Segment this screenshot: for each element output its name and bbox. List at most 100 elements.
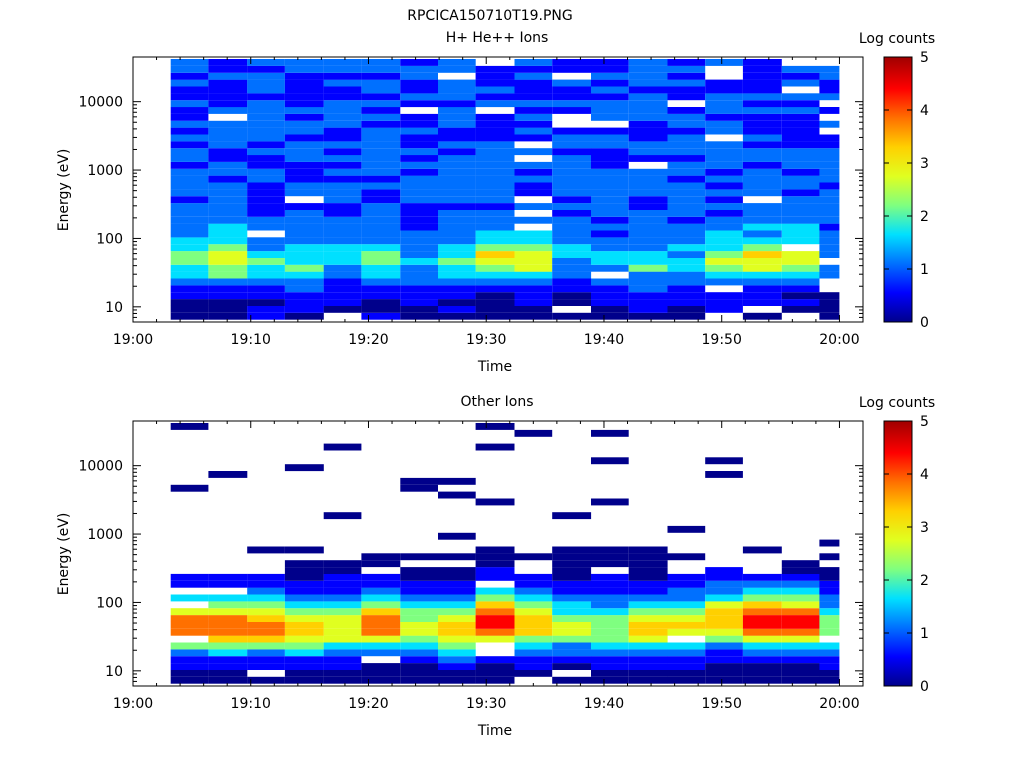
heatmap-cell: [247, 189, 285, 197]
heatmap-cell: [400, 182, 438, 190]
heatmap-cell: [628, 189, 668, 197]
heatmap-cell: [667, 161, 706, 169]
heatmap-cell: [705, 457, 743, 465]
heatmap-cell: [400, 477, 438, 485]
heatmap-cell: [361, 141, 401, 149]
heatmap-cell: [514, 237, 553, 245]
heatmap-cell: [400, 237, 438, 245]
heatmap-cell: [400, 292, 438, 300]
y-tick-label: 100: [96, 231, 123, 247]
heatmap-cell: [323, 615, 362, 622]
heatmap-cell: [628, 264, 668, 272]
heatmap-cell: [819, 155, 840, 162]
heatmap-cell: [208, 230, 248, 238]
heatmap-cell: [438, 271, 476, 279]
heatmap-cell: [514, 285, 553, 293]
heatmap-cell: [323, 621, 362, 629]
heatmap-cell: [514, 251, 553, 258]
heatmap-cell: [667, 669, 706, 677]
y-axis-label: Energy (eV): [56, 149, 72, 232]
heatmap-cell: [438, 553, 476, 561]
heatmap-cell: [781, 264, 820, 272]
heatmap-cell: [323, 567, 362, 574]
heatmap-cell: [475, 196, 515, 204]
heatmap-cell: [781, 209, 820, 217]
heatmap-cell: [514, 148, 553, 156]
heatmap-cell: [208, 223, 248, 231]
heatmap-cell: [591, 594, 629, 602]
heatmap-cell: [323, 244, 362, 252]
heatmap-cell: [742, 127, 782, 135]
heatmap-cell: [361, 264, 401, 272]
heatmap-cell: [742, 161, 782, 169]
heatmap-cell: [819, 539, 840, 547]
heatmap-cell: [591, 628, 629, 636]
heatmap-cell: [742, 182, 782, 190]
heatmap-cell: [170, 257, 209, 265]
heatmap-cell: [400, 580, 438, 588]
heatmap-cell: [247, 587, 285, 595]
heatmap-cell: [781, 628, 820, 636]
heatmap-cell: [628, 635, 668, 643]
heatmap-cell: [323, 237, 362, 245]
y-tick-label: 1000: [87, 163, 123, 179]
heatmap-cell: [628, 141, 668, 149]
heatmap-cell: [514, 134, 553, 142]
axes-frame: [132, 56, 864, 323]
heatmap-cell: [552, 237, 592, 245]
heatmap-cell: [400, 594, 438, 602]
heatmap-cell: [400, 155, 438, 162]
heatmap-cell: [208, 621, 248, 629]
heatmap-cell: [438, 567, 476, 574]
heatmap-cell: [400, 621, 438, 629]
heatmap-cell: [208, 59, 248, 66]
heatmap-cell: [247, 594, 285, 602]
heatmap-cell: [781, 107, 820, 114]
heatmap-cell: [819, 196, 840, 204]
heatmap-cell: [591, 649, 629, 657]
heatmap-cell: [400, 615, 438, 622]
y-tick-label: 10: [105, 664, 123, 680]
heatmap-cell: [475, 148, 515, 156]
heatmap-cell: [247, 196, 285, 204]
heatmap-cell: [742, 65, 782, 73]
heatmap-cell: [208, 656, 248, 664]
heatmap-cell: [247, 120, 285, 128]
heatmap-cell: [400, 223, 438, 231]
heatmap-cell: [284, 155, 324, 162]
heatmap-cell: [742, 72, 782, 80]
x-tick-label: 20:00: [819, 696, 859, 712]
heatmap-cell: [628, 278, 668, 286]
heatmap-cell: [591, 498, 629, 506]
x-tick-label: 19:50: [702, 696, 742, 712]
colorbar-tick-label: 3: [920, 520, 929, 536]
x-tick-label: 19:30: [466, 332, 506, 348]
heatmap-cell: [781, 230, 820, 238]
heatmap-cell: [323, 299, 362, 306]
heatmap-cell: [208, 312, 248, 320]
heatmap-cell: [284, 278, 324, 286]
heatmap-cell: [247, 663, 285, 670]
heatmap-cell: [819, 299, 840, 306]
heatmap-cell: [323, 209, 362, 217]
heatmap-cell: [284, 79, 324, 87]
heatmap-cell: [284, 628, 324, 636]
heatmap-cell: [514, 120, 553, 128]
x-tick-label: 19:20: [348, 696, 388, 712]
heatmap-cell: [552, 642, 592, 650]
heatmap-cell: [781, 621, 820, 629]
heatmap-cell: [208, 278, 248, 286]
heatmap-cell: [361, 203, 401, 210]
heatmap-cell: [781, 271, 820, 279]
heatmap-cell: [742, 676, 782, 684]
heatmap-cell: [514, 635, 553, 643]
heatmap-cell: [170, 209, 209, 217]
heatmap-cell: [667, 299, 706, 306]
heatmap-cell: [323, 223, 362, 231]
heatmap-cell: [170, 615, 209, 622]
heatmap-cell: [284, 65, 324, 73]
heatmap-cell: [284, 168, 324, 176]
heatmap-cell: [591, 615, 629, 622]
heatmap-cell: [361, 237, 401, 245]
heatmap-cell: [438, 580, 476, 588]
